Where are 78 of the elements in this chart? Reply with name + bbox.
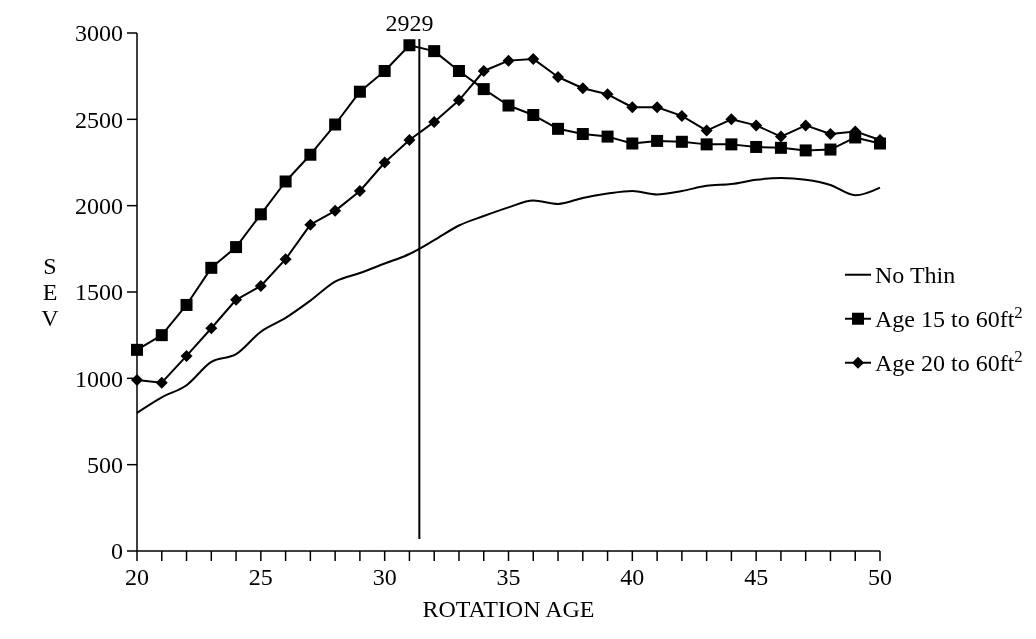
point [304, 148, 317, 161]
point [403, 134, 416, 147]
point [824, 128, 837, 141]
legend-label: No Thin [875, 262, 956, 289]
point [576, 128, 589, 141]
y-axis-title: SEV [41, 253, 60, 331]
point [131, 374, 143, 387]
point [601, 130, 614, 143]
point [254, 208, 267, 221]
x-axis-title: ROTATION AGE [422, 596, 595, 622]
point [552, 71, 565, 84]
point [725, 138, 738, 151]
y-tick-label: 2500 [75, 106, 123, 133]
point [799, 144, 812, 157]
y-tick-label: 1500 [75, 279, 123, 306]
point [131, 343, 143, 356]
point [452, 64, 465, 77]
point [477, 64, 490, 77]
point [502, 54, 515, 67]
y-tick-label: 500 [87, 452, 123, 479]
point [552, 122, 565, 135]
point [675, 109, 688, 122]
point [750, 119, 763, 132]
point [155, 376, 168, 389]
point [428, 45, 441, 58]
x-tick-label: 50 [868, 564, 892, 590]
legend-label: Age 20 to 60ft$^{2}$ [875, 346, 1023, 377]
point [774, 130, 787, 143]
point [576, 82, 589, 95]
point [601, 88, 614, 101]
point [378, 156, 391, 169]
point [230, 241, 243, 254]
point [180, 349, 193, 362]
point [329, 204, 342, 217]
x-tick-label: 45 [744, 564, 769, 590]
point [353, 184, 366, 197]
x-tick-label: 20 [125, 564, 149, 590]
point [527, 52, 540, 65]
point [700, 138, 713, 151]
legend-label: Age 15 to 60ft$^{2}$ [875, 302, 1023, 333]
point [279, 175, 292, 188]
point [700, 124, 713, 137]
point [329, 118, 342, 131]
point [254, 279, 267, 292]
point [205, 261, 218, 274]
point [651, 101, 664, 114]
point [477, 83, 490, 96]
point [626, 101, 639, 114]
x-tick-label: 25 [248, 564, 273, 590]
point [626, 137, 639, 150]
point [428, 115, 441, 128]
point [304, 218, 317, 231]
point [651, 134, 664, 147]
point [675, 135, 688, 148]
x-tick-label: 40 [620, 564, 645, 590]
annotation: 2929 [385, 10, 434, 37]
point [774, 141, 787, 154]
y-tick-label: 3000 [75, 20, 123, 47]
point [155, 329, 168, 342]
y-tick-label: 0 [111, 538, 123, 565]
point [750, 140, 763, 153]
point [378, 64, 391, 77]
y-tick-label: 1000 [75, 365, 123, 392]
point [725, 113, 738, 126]
point [824, 143, 837, 156]
point [799, 119, 812, 132]
x-tick-label: 30 [372, 564, 397, 590]
point [205, 322, 218, 335]
point [353, 85, 366, 98]
point [230, 293, 243, 306]
point [403, 39, 416, 52]
point [502, 99, 515, 112]
x-tick-label: 35 [496, 564, 521, 590]
point [279, 253, 292, 266]
point [527, 109, 540, 122]
point [452, 94, 465, 107]
y-tick-label: 2000 [75, 193, 123, 220]
point [180, 298, 193, 311]
